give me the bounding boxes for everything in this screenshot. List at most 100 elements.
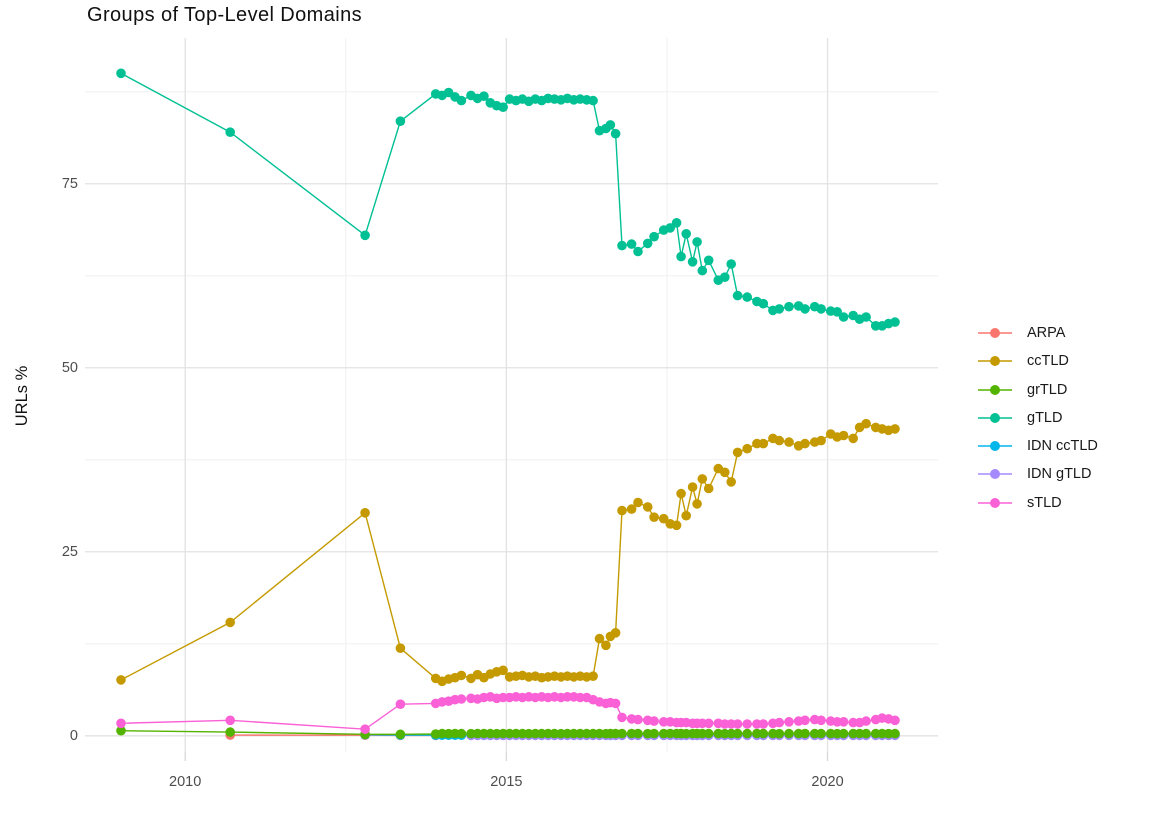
data-point [395,116,406,126]
data-point [726,259,736,269]
data-point [456,728,467,739]
data-point [687,257,698,267]
data-point [605,120,616,130]
data-point [456,670,467,681]
legend-label: IDN gTLD [1027,466,1092,483]
series-gTLD [116,68,900,331]
data-point [758,438,769,449]
data-point [617,505,627,516]
legend-item-sTLD: sTLD [977,494,1098,512]
legend-key-icon [978,412,1012,423]
data-point [395,729,406,740]
data-point [697,474,708,484]
series-sTLD [116,692,900,734]
data-point [800,304,810,314]
data-point [649,728,659,739]
data-point [601,640,611,651]
data-point [676,251,686,262]
y-tick-label: 0 [69,727,78,744]
gridlines-major [85,38,938,752]
data-point [774,728,785,739]
legend-label: IDN ccTLD [1027,438,1098,455]
data-point [116,68,126,79]
data-point [588,671,598,681]
legend-key-icon [978,328,1012,338]
legend-key-icon [978,469,1012,480]
data-point [360,508,370,518]
data-point [774,717,785,728]
x-tick-label: 2020 [811,774,844,790]
data-point [633,728,643,739]
data-point [642,238,653,249]
data-point [838,312,849,322]
legend-label: ccTLD [1027,353,1069,370]
data-point [838,728,849,739]
data-point [626,504,637,514]
data-point [890,715,900,726]
data-point [697,265,708,276]
data-point [703,483,714,494]
legend-item-IDN-gTLD: IDN gTLD [977,465,1098,483]
data-point [633,714,643,725]
data-point [784,728,794,739]
data-point [498,102,508,112]
data-point [703,728,714,739]
data-point [800,728,810,739]
data-point [784,717,794,727]
data-point [703,718,714,729]
data-point [610,698,621,709]
legend-key-icon [978,441,1012,452]
chart-title: Groups of Top-Level Domains [87,4,363,26]
data-point [838,717,849,727]
data-point [676,488,686,499]
data-point [800,715,810,726]
data-point [395,699,406,709]
data-point [687,482,698,492]
legend-item-ccTLD: ccTLD [977,352,1098,370]
data-point [861,312,871,322]
data-point [642,502,653,512]
data-point [692,499,702,509]
data-point [890,424,900,434]
data-point [633,246,643,257]
legend-key-icon [978,497,1012,508]
legend-label: ARPA [1027,325,1066,341]
data-point [610,128,621,139]
data-point [720,272,730,283]
data-point [617,240,627,251]
data-point [649,512,659,522]
legend-label: grTLD [1027,381,1068,398]
x-tick-label: 2015 [490,774,523,790]
legend-item-gTLD: gTLD [977,409,1098,427]
y-tick-label: 25 [61,543,78,560]
data-point [832,307,842,317]
legend-key-icon [978,384,1012,395]
data-point [395,643,406,653]
data-point [720,467,730,478]
data-point [758,719,769,729]
data-point [116,718,126,729]
data-point [774,304,785,314]
data-point [861,728,871,739]
data-point [861,716,871,726]
data-point [861,418,871,429]
legend-key-icon [978,356,1012,367]
data-point [742,728,752,739]
data-point [784,301,794,312]
series-grTLD [116,725,900,740]
data-point [758,728,769,739]
data-point [732,719,743,729]
data-point [816,728,826,739]
data-point [816,715,826,726]
legend: ARPA ccTLD grTLD gTLD IDN ccTLD IDN gTLD sTLD [977,324,1098,512]
data-point [742,719,752,729]
data-point [617,712,627,723]
data-point [848,433,858,444]
y-tick-label: 50 [61,359,78,376]
series-ccTLD [116,418,900,687]
data-point [588,95,598,106]
data-point [890,728,900,739]
data-point [726,477,736,487]
data-point [456,694,467,704]
